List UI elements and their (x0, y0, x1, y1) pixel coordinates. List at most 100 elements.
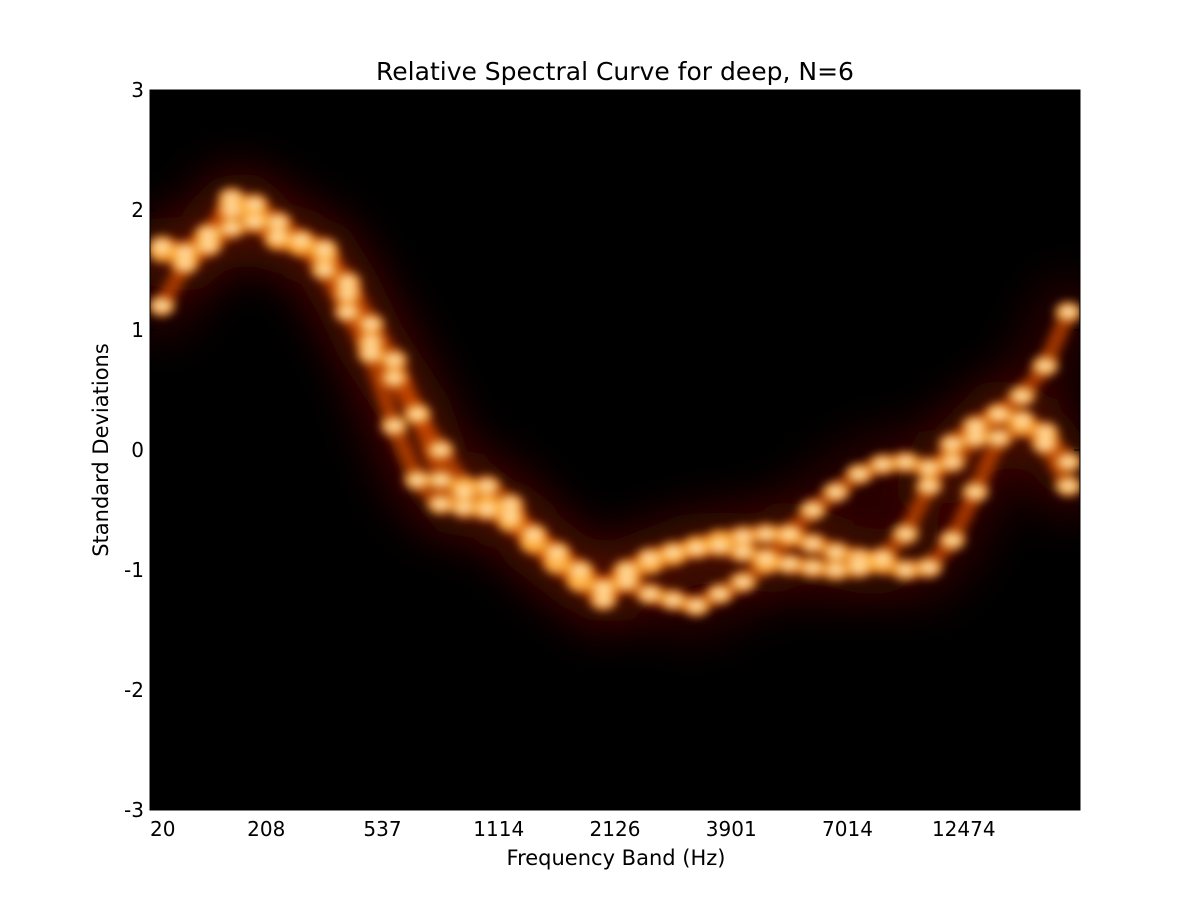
band-point-core (340, 278, 355, 286)
x-axis-ticks: 20 208 537 1114 2126 3901 7014 12474 (149, 90, 996, 841)
band-point-core (642, 590, 657, 598)
band-point-core (921, 482, 936, 490)
band-point-core (1014, 416, 1029, 424)
band-point-core (991, 434, 1006, 442)
band-point-core (828, 548, 843, 556)
band-point-core (503, 512, 518, 520)
band-point-core (666, 596, 681, 604)
heatmap-marks (150, 163, 1080, 641)
band-point-core (805, 539, 820, 548)
heatmap-cores (150, 189, 1080, 615)
band-point-core (480, 506, 495, 514)
band-point-core (433, 476, 448, 484)
band-point-core (340, 290, 355, 298)
band-point-core (410, 476, 425, 484)
band-point-core (805, 563, 820, 572)
band-point-core (712, 542, 727, 550)
y-axis-ticks: 3 2 1 0 -1 -2 -3 (124, 78, 1080, 822)
band-point-core (782, 530, 797, 538)
band-point-core (735, 548, 750, 556)
band-point-core (247, 218, 262, 226)
y-tick-label: -3 (124, 798, 144, 822)
band-point-core (154, 302, 169, 310)
band-point-core (456, 503, 471, 512)
band-point-core (1014, 392, 1029, 400)
y-tick-label: -2 (124, 678, 144, 702)
band-point-core (898, 530, 913, 538)
x-tick-label: 7014 (822, 817, 873, 841)
band-point-core (573, 566, 588, 574)
band-point-core (689, 602, 704, 610)
band-point-core (596, 584, 611, 592)
band-point-core (619, 578, 634, 586)
band-point-core (363, 338, 378, 346)
band-point-core (991, 410, 1006, 418)
band-point-core (642, 554, 657, 562)
band-point-core (224, 194, 239, 202)
band-point-core (549, 548, 564, 556)
x-tick-label: 2126 (590, 817, 641, 841)
y-axis-title: Standard Deviations (89, 343, 113, 557)
band-point-core (177, 248, 192, 256)
band-point-core (898, 566, 913, 574)
band-point-core (805, 506, 820, 514)
band-point-core (945, 536, 960, 544)
band-point-core (433, 500, 448, 508)
band-point-core (270, 232, 285, 241)
band-point-core (363, 350, 378, 358)
band-point-core (201, 230, 216, 238)
band-point-core (666, 548, 681, 556)
y-tick-label: 0 (131, 438, 144, 462)
band-point-core (1038, 440, 1053, 448)
band-point-core (387, 356, 402, 364)
y-tick-label: 3 (131, 78, 144, 102)
band-point-core (387, 422, 402, 430)
band-point-core (224, 224, 239, 232)
band-point-core (1038, 428, 1053, 436)
band-point-core (247, 200, 262, 208)
band-point-core (363, 320, 378, 328)
band-point-core (177, 260, 192, 268)
band-point-core (968, 434, 983, 442)
band-point-core (317, 244, 332, 253)
x-tick-label: 208 (247, 817, 285, 841)
band-point-core (480, 482, 495, 490)
band-point-core (945, 458, 960, 466)
y-tick-label: -1 (124, 558, 144, 582)
band-point-core (526, 530, 541, 538)
band-point-core (945, 440, 960, 448)
band-point-core (852, 470, 867, 478)
band-point-core (852, 563, 867, 572)
band-point-core (596, 596, 611, 604)
band-point-core (759, 554, 774, 562)
band-point-core (317, 266, 332, 274)
band-point-core (735, 532, 750, 541)
y-tick-label: 1 (131, 318, 144, 342)
band-point-core (875, 554, 890, 562)
band-point-core (921, 563, 936, 572)
x-tick-label: 12474 (932, 817, 996, 841)
band-point-core (154, 242, 169, 250)
band-point-core (294, 236, 309, 244)
band-point-core (735, 578, 750, 586)
x-tick-label: 1114 (473, 817, 524, 841)
band-point-core (1061, 308, 1076, 316)
band-point-core (828, 566, 843, 574)
band-point-core (968, 488, 983, 496)
band-point-core (619, 566, 634, 574)
x-axis-title: Frequency Band (Hz) (507, 846, 726, 870)
band-point-core (433, 446, 448, 454)
x-tick-label: 3901 (706, 817, 757, 841)
band-point-core (340, 308, 355, 316)
band-point-core (1061, 482, 1076, 490)
band-point-core (224, 206, 239, 214)
band-point-core (782, 560, 797, 568)
chart-title: Relative Spectral Curve for deep, N=6 (376, 57, 854, 86)
band-point-core (387, 374, 402, 382)
band-point-core (968, 422, 983, 430)
band-point-core (201, 242, 216, 250)
y-tick-label: 2 (131, 198, 144, 222)
band-point-core (921, 464, 936, 472)
band-point-core (828, 488, 843, 496)
